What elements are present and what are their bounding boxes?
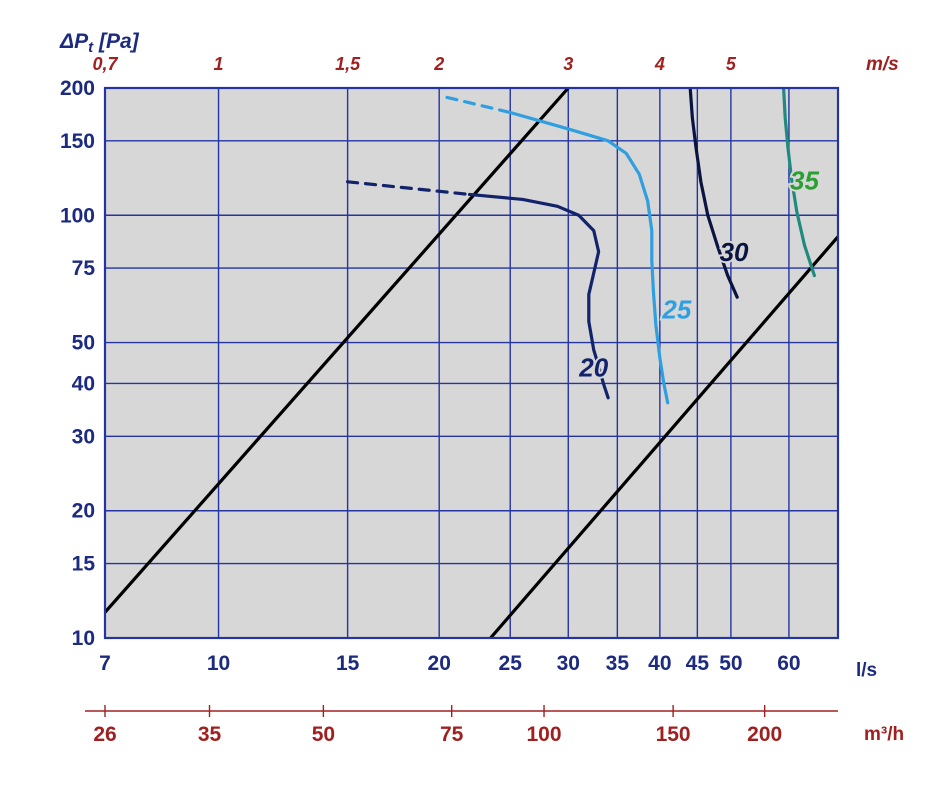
top-tick-4: 4 xyxy=(654,54,665,74)
y-tick-10: 10 xyxy=(72,627,95,650)
y-tick-30: 30 xyxy=(72,425,95,448)
x-ls-tick-35: 35 xyxy=(606,652,630,675)
m3h-tick-100: 100 xyxy=(527,723,562,746)
curve-label-c30: 30 xyxy=(720,237,749,267)
top-tick-3: 3 xyxy=(563,54,573,74)
m3h-tick-26: 26 xyxy=(93,723,116,746)
m3h-tick-150: 150 xyxy=(656,723,691,746)
m3h-tick-200: 200 xyxy=(747,723,782,746)
x-ls-tick-40: 40 xyxy=(648,652,671,675)
x-ls-tick-15: 15 xyxy=(336,652,360,675)
chart-svg: 2025303510152030405075100150200ΔPt [Pa]7… xyxy=(0,0,950,802)
top-unit: m/s xyxy=(866,54,899,75)
m3h-tick-75: 75 xyxy=(440,723,464,746)
x-ls-tick-50: 50 xyxy=(719,652,742,675)
top-tick-0,7: 0,7 xyxy=(92,54,118,74)
m3h-unit: m³/h xyxy=(864,724,904,745)
curve-label-c25: 25 xyxy=(661,294,691,324)
top-tick-1,5: 1,5 xyxy=(335,54,361,74)
x-ls-tick-10: 10 xyxy=(207,652,230,675)
x-ls-tick-30: 30 xyxy=(557,652,580,675)
x-ls-unit: l/s xyxy=(856,660,877,681)
m3h-tick-35: 35 xyxy=(198,723,222,746)
curve-label-c35: 35 xyxy=(790,166,819,196)
y-tick-100: 100 xyxy=(60,204,95,227)
x-ls-tick-25: 25 xyxy=(499,652,523,675)
top-tick-1: 1 xyxy=(214,54,224,74)
top-tick-2: 2 xyxy=(433,54,444,74)
y-tick-200: 200 xyxy=(60,77,95,100)
y-tick-75: 75 xyxy=(72,257,96,280)
x-ls-tick-7: 7 xyxy=(99,652,111,675)
x-ls-tick-20: 20 xyxy=(428,652,451,675)
m3h-tick-50: 50 xyxy=(312,723,335,746)
y-tick-50: 50 xyxy=(72,332,95,355)
x-ls-tick-45: 45 xyxy=(686,652,710,675)
chart-container: 2025303510152030405075100150200ΔPt [Pa]7… xyxy=(0,0,950,802)
y-axis-title: ΔPt [Pa] xyxy=(59,30,140,56)
curve-label-c20: 20 xyxy=(578,353,608,383)
y-tick-40: 40 xyxy=(72,372,95,395)
y-tick-20: 20 xyxy=(72,500,95,523)
top-tick-5: 5 xyxy=(726,54,737,74)
y-tick-15: 15 xyxy=(72,553,96,576)
x-ls-tick-60: 60 xyxy=(777,652,800,675)
y-tick-150: 150 xyxy=(60,130,95,153)
